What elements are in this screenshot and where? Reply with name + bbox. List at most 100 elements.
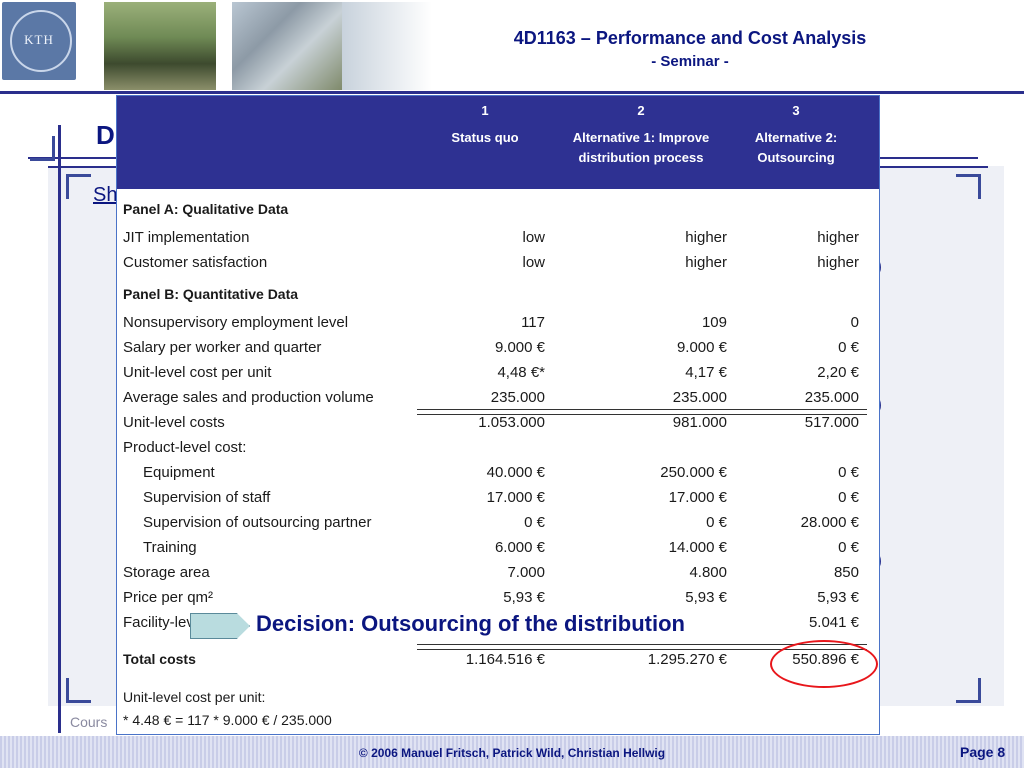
cell: 9.000 € xyxy=(676,339,727,356)
cell: 2,20 € xyxy=(817,364,859,381)
footnote-label: Unit-level cost per unit: xyxy=(123,689,266,705)
frame-left-line xyxy=(58,125,61,733)
cell: low xyxy=(522,254,545,271)
table-header: 1 Status quo 2 Alternative 1: Improve di… xyxy=(117,96,879,189)
arrow-right-icon xyxy=(190,613,250,639)
table-row: Supervision of staff 17.000 € 17.000 € 0… xyxy=(117,486,879,511)
slide-title-fragment: D xyxy=(96,120,115,150)
panel-label: Panel A: Qualitative Data xyxy=(123,201,289,217)
row-label: JIT implementation xyxy=(123,229,250,246)
cell: 28.000 € xyxy=(800,514,859,531)
table-row: Nonsupervisory employment level 117 109 … xyxy=(117,311,879,336)
table-row: Average sales and production volume 235.… xyxy=(117,386,879,411)
page-number: Page 8 xyxy=(960,744,1006,760)
double-rule xyxy=(417,409,867,415)
cell: 235.000 xyxy=(490,389,545,406)
cell: higher xyxy=(817,254,859,271)
row-label: Equipment xyxy=(143,464,215,481)
table-row: JIT implementation low higher higher xyxy=(117,226,879,251)
cell: 6.000 € xyxy=(494,539,545,556)
cell: 0 € xyxy=(838,464,859,481)
cell: 1.053.000 xyxy=(478,414,545,431)
decision-callout: Decision: Outsourcing of the distributio… xyxy=(256,611,685,636)
highlight-circle xyxy=(770,640,878,688)
header-divider xyxy=(0,91,1024,94)
slide-link-fragment[interactable]: Sh xyxy=(93,184,118,206)
row-label: Training xyxy=(143,539,197,556)
cell: 235.000 xyxy=(672,389,727,406)
table-row: Storage area 7.000 4.800 850 xyxy=(117,561,879,586)
cell: 0 € xyxy=(706,514,727,531)
col-1-title: Status quo xyxy=(451,130,519,145)
row-label: Unit-level costs xyxy=(123,414,225,431)
table-row: Equipment 40.000 € 250.000 € 0 € xyxy=(117,461,879,486)
col-2-number: 2 xyxy=(637,103,645,118)
copyright-text: © 2006 Manuel Fritsch, Patrick Wild, Chr… xyxy=(358,746,666,760)
campus-photo-2 xyxy=(232,2,342,90)
table-row: Supervision of outsourcing partner 0 € 0… xyxy=(117,511,879,536)
frame-corner-icon xyxy=(30,136,55,161)
table-row: Training 6.000 € 14.000 € 0 € xyxy=(117,536,879,561)
footer-bar xyxy=(0,736,1024,768)
cell: low xyxy=(522,229,545,246)
cell: 0 xyxy=(850,314,859,331)
course-title: 4D1163 – Performance and Cost Analysis xyxy=(513,28,867,48)
cell: 9.000 € xyxy=(494,339,545,356)
cell: 5,93 € xyxy=(817,589,859,606)
row-label: Salary per worker and quarter xyxy=(123,339,322,356)
course-fragment: Cours xyxy=(70,714,108,730)
cell: higher xyxy=(817,229,859,246)
logo-ring-icon xyxy=(10,10,72,72)
col-3-title: Alternative 2: Outsourcing xyxy=(754,130,838,165)
total-row: Total costs 1.164.516 € 1.295.270 € 550.… xyxy=(117,648,879,673)
cell: 4,48 €* xyxy=(497,364,545,381)
cell: 14.000 € xyxy=(668,539,727,556)
row-label: Average sales and production volume xyxy=(123,389,374,406)
cell: 5,93 € xyxy=(685,589,727,606)
row-label: Nonsupervisory employment level xyxy=(123,314,349,331)
table-row: Salary per worker and quarter 9.000 € 9.… xyxy=(117,336,879,361)
cell: 235.000 xyxy=(804,389,859,406)
frame-corner-icon xyxy=(956,678,981,703)
cell: 17.000 € xyxy=(668,489,727,506)
footnote-formula: * 4.48 € = 117 * 9.000 € / 235.000 xyxy=(123,712,332,728)
table-row: Unit-level cost per unit 4,48 €* 4,17 € … xyxy=(117,361,879,386)
row-label: Supervision of outsourcing partner xyxy=(143,514,372,531)
row-label: Price per qm² xyxy=(123,589,214,606)
cell: 250.000 € xyxy=(660,464,727,481)
table-row: Unit-level costs 1.053.000 981.000 517.0… xyxy=(117,411,879,436)
cell: 17.000 € xyxy=(486,489,545,506)
cell: higher xyxy=(685,229,727,246)
panel-a-heading: Panel A: Qualitative Data xyxy=(117,198,879,223)
row-label: Customer satisfaction xyxy=(123,254,268,271)
cell: 0 € xyxy=(838,339,859,356)
cell: 1.164.516 € xyxy=(465,651,545,668)
row-label: Total costs xyxy=(123,651,196,667)
cell: 0 € xyxy=(838,489,859,506)
header-fade xyxy=(342,2,432,90)
row-label: Storage area xyxy=(123,564,210,581)
frame-corner-icon xyxy=(956,174,981,199)
table-row: Price per qm² 5,93 € 5,93 € 5,93 € xyxy=(117,586,879,611)
row-label: Product-level cost: xyxy=(123,439,247,456)
kth-logo: KTH xyxy=(2,2,76,80)
table-row: Facility-lev 5.041 € xyxy=(117,611,879,636)
col-1-number: 1 xyxy=(481,103,489,118)
campus-photo-1 xyxy=(104,2,216,90)
course-subtitle: - Seminar - xyxy=(651,53,729,70)
cell: 4,17 € xyxy=(685,364,727,381)
cell: 517.000 xyxy=(804,414,859,431)
cell: 5,93 € xyxy=(503,589,545,606)
cell: 5.041 € xyxy=(808,614,859,631)
cell: 7.000 xyxy=(507,564,545,581)
table-row: Product-level cost: xyxy=(117,436,879,461)
row-label: Facility-lev xyxy=(123,614,194,631)
cost-analysis-table: 1 Status quo 2 Alternative 1: Improve di… xyxy=(116,95,880,735)
logo-text: KTH xyxy=(24,32,54,47)
cell: 4.800 xyxy=(689,564,727,581)
cell: 0 € xyxy=(524,514,545,531)
cell: 0 € xyxy=(838,539,859,556)
double-rule xyxy=(417,644,867,650)
col-3-number: 3 xyxy=(792,103,800,118)
cell: 981.000 xyxy=(672,414,727,431)
